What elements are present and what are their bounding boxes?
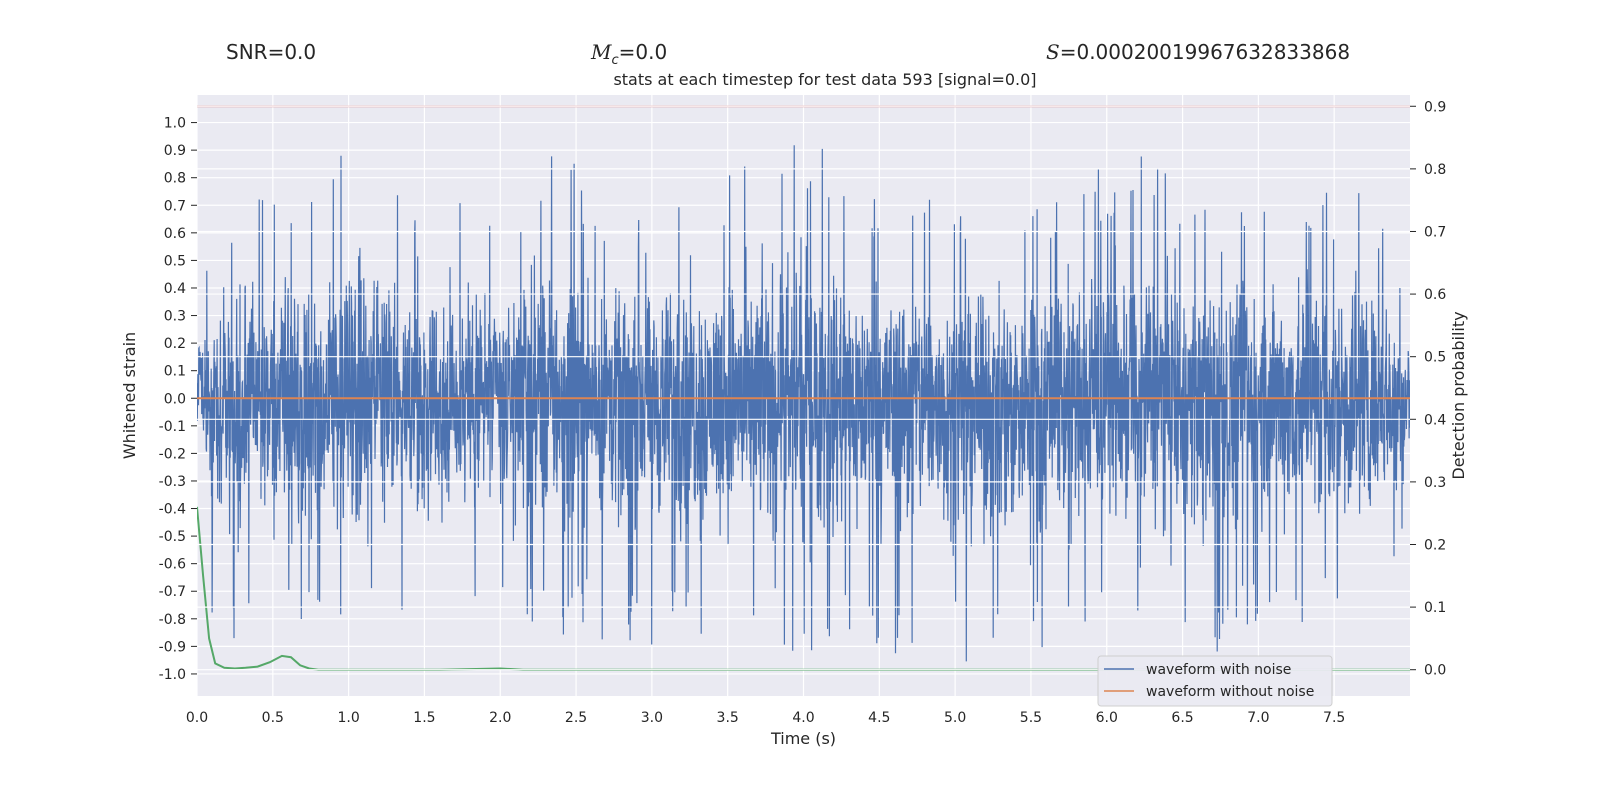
s-symbol: S: [1046, 40, 1060, 64]
snr-value: 0.0: [284, 40, 317, 64]
x-tick-label: 0.5: [262, 710, 284, 726]
y-tick-label: -0.1: [159, 419, 186, 435]
x-tick-label: 1.0: [337, 710, 359, 726]
y-tick-label: 0.3: [164, 309, 186, 325]
right-tick-label: 0.1: [1424, 600, 1446, 616]
y-tick-label: 0.5: [164, 253, 186, 269]
right-axis-ticks: 0.0 0.1 0.2 0.3 0.4 0.5 0.6 0.7 0.8 0.9: [1410, 99, 1446, 679]
left-axis-label: Whitened strain: [120, 332, 139, 459]
y-tick-label: -0.9: [159, 639, 186, 655]
y-tick-label: 0.8: [164, 171, 186, 187]
mc-value: 0.0: [635, 40, 668, 64]
x-tick-label: 2.5: [565, 710, 587, 726]
x-tick-label: 3.0: [641, 710, 663, 726]
y-tick-label: 0.7: [164, 198, 186, 214]
x-tick-label: 7.0: [1247, 710, 1269, 726]
snr-header: SNR=0.0: [226, 40, 317, 64]
right-axis-label: Detection probability: [1449, 311, 1468, 479]
x-tick-label: 5.5: [1020, 710, 1042, 726]
x-tick-label: 4.5: [868, 710, 890, 726]
x-tick-label: 3.5: [717, 710, 739, 726]
right-tick-label: 0.7: [1424, 224, 1446, 240]
x-tick-label: 6.5: [1171, 710, 1193, 726]
y-tick-label: 0.2: [164, 336, 186, 352]
noise-waveform-line: [197, 145, 1410, 662]
x-tick-label: 6.0: [1096, 710, 1118, 726]
right-tick-label: 0.0: [1424, 663, 1446, 679]
right-tick-label: 0.4: [1424, 412, 1446, 428]
mc-symbol: M: [591, 40, 612, 64]
mc-subscript: c: [611, 53, 619, 68]
x-axis-label: Time (s): [770, 729, 836, 748]
y-tick-label: 1.0: [164, 116, 186, 132]
y-tick-label: 0.0: [164, 391, 186, 407]
s-value: 0.00020019967632833868: [1076, 40, 1351, 64]
y-tick-label: -0.8: [159, 612, 186, 628]
chart-title: stats at each timestep for test data 593…: [613, 70, 1037, 89]
legend-label-clean: waveform without noise: [1146, 684, 1314, 700]
y-tick-label: -0.7: [159, 584, 186, 600]
legend-box: [1097, 655, 1333, 707]
y-tick-label: -0.2: [159, 446, 186, 462]
s-header: S=0.00020019967632833868: [1046, 40, 1351, 64]
y-tick-label: -0.3: [159, 474, 186, 490]
right-tick-label: 0.6: [1424, 287, 1446, 303]
y-tick-label: -0.5: [159, 529, 186, 545]
right-tick-label: 0.2: [1424, 537, 1446, 553]
x-tick-label: 5.0: [944, 710, 966, 726]
y-tick-label: 0.1: [164, 364, 186, 380]
left-axis-ticks: -1.0 -0.9 -0.8 -0.7 -0.6 -0.5 -0.4 -0.3 -0.2 -0.1…: [159, 116, 197, 683]
legend-label-noise: waveform with noise: [1146, 662, 1291, 678]
x-axis-ticks: 0.0 0.5 1.0 1.5 2.0 2.5 3.0 3.5 4.0 4.5 5.0 5.5 6.0 6…: [186, 710, 1345, 726]
y-tick-label: 0.6: [164, 226, 186, 242]
y-tick-label: 0.9: [164, 143, 186, 159]
right-axis-gridlines: [197, 105, 1410, 671]
right-tick-label: 0.9: [1424, 99, 1446, 115]
right-tick-label: 0.8: [1424, 162, 1446, 178]
x-tick-label: 1.5: [413, 710, 435, 726]
legend: waveform with noise waveform without noi…: [1097, 655, 1333, 707]
x-tick-label: 2.0: [489, 710, 511, 726]
right-tick-label: 0.3: [1424, 475, 1446, 491]
y-tick-label: -0.6: [159, 557, 186, 573]
mc-header: Mc=0.0: [591, 40, 668, 68]
x-tick-label: 4.0: [792, 710, 814, 726]
x-tick-label: 7.5: [1323, 710, 1345, 726]
right-tick-label: 0.5: [1424, 350, 1446, 366]
y-tick-label: 0.4: [164, 281, 186, 297]
snr-label: SNR: [226, 40, 268, 64]
x-tick-label: 0.0: [186, 710, 208, 726]
y-tick-label: -1.0: [159, 667, 186, 683]
y-tick-label: -0.4: [159, 502, 186, 518]
